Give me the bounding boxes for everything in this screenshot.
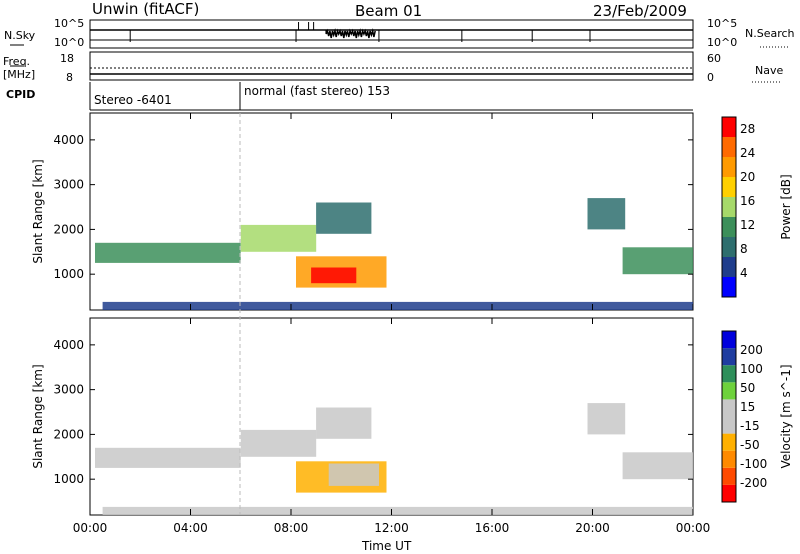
colorbar-segment-6 — [722, 157, 736, 177]
nsky-noise-trace — [325, 28, 376, 39]
colorbar-segment-3 — [722, 217, 736, 237]
nsearch-tick-top: 10^5 — [707, 17, 738, 30]
x-tick-label-2: 08:00 — [274, 521, 309, 535]
colorbar-tick-label-5: 24 — [740, 146, 755, 160]
nave-tick-top: 60 — [707, 52, 721, 65]
data-region-0 — [95, 447, 241, 468]
data-region-7 — [102, 506, 694, 515]
nsky-strip-frame — [89, 19, 694, 49]
data-region-4 — [311, 267, 357, 284]
nsky-tick-top: 10^5 — [54, 17, 85, 30]
freq-unit-label: [MHz] — [3, 68, 36, 81]
colorbar-frame — [721, 330, 737, 503]
data-region-4 — [328, 463, 379, 486]
cpid-segment-stereo: Stereo -6401 — [94, 93, 172, 107]
nsearch-label: N.Search — [745, 27, 795, 40]
y-tick-label-2: 3000 — [53, 178, 84, 192]
data-region-2 — [316, 202, 372, 234]
data-region-7 — [102, 301, 694, 310]
colorbar-tick-label-2: 50 — [740, 381, 755, 395]
data-region-5 — [587, 403, 626, 435]
y-tick-label-3: 4000 — [53, 133, 84, 147]
power-panel: 1000 2000 3000 4000 Slant Range [km] 4 8 12 16 20… — [31, 112, 793, 311]
x-axis-title: Time UT — [362, 539, 412, 553]
colorbar-segment-5 — [722, 399, 736, 417]
colorbar-tick-label-0: 4 — [740, 266, 748, 280]
colorbar-segment-1 — [722, 257, 736, 277]
date-title: 23/Feb/2009 — [593, 2, 687, 20]
cpid-label: CPID — [6, 88, 36, 101]
x-tick-label-4: 16:00 — [475, 521, 510, 535]
colorbar-segment-0 — [722, 277, 736, 297]
y-tick-label-1: 2000 — [53, 222, 84, 236]
nave-tick-bottom: 0 — [707, 71, 714, 84]
colorbar-tick-label-1: 100 — [740, 362, 763, 376]
colorbar-segment-2 — [722, 237, 736, 257]
x-tick-label-6: 00:00 — [676, 521, 711, 535]
velocity-panel: 1000 2000 3000 4000 00:00 04:00 08:00 12:00 16:0… — [31, 317, 793, 535]
y-tick-label-0: 1000 — [53, 472, 84, 486]
colorbar-segment-4 — [722, 197, 736, 217]
colorbar-label: Velocity [m s^-1] — [779, 364, 793, 468]
data-region-1 — [240, 224, 317, 252]
y-tick-label-0: 1000 — [53, 267, 84, 281]
colorbar-segment-3 — [722, 433, 736, 451]
cpid-segment-normal: normal (fast stereo) 153 — [244, 84, 391, 98]
colorbar-tick-label-5: -50 — [740, 438, 760, 452]
y-axis-label: Slant Range [km] — [31, 364, 45, 468]
freq-tick-top: 18 — [60, 52, 74, 65]
colorbar-segment-7 — [722, 137, 736, 157]
nsearch-tick-bottom: 10^0 — [707, 36, 738, 49]
colorbar-segment-1 — [722, 467, 736, 485]
data-region-6 — [622, 452, 693, 480]
colorbar-frame — [721, 116, 737, 298]
colorbar-tick-label-1: 8 — [740, 242, 748, 256]
colorbar-tick-label-6: 28 — [740, 122, 755, 136]
data-region-5 — [587, 198, 626, 230]
data-region-6 — [622, 247, 693, 275]
y-axis-label: Slant Range [km] — [31, 159, 45, 263]
colorbar-segment-5 — [722, 177, 736, 197]
freq-strip-frame — [89, 51, 694, 81]
freq-tick-bottom: 8 — [66, 71, 73, 84]
x-tick-label-0: 00:00 — [73, 521, 108, 535]
data-region-0 — [95, 242, 241, 263]
colorbar-segment-4 — [722, 416, 736, 434]
data-region-1 — [240, 429, 317, 457]
strip-traces — [90, 22, 693, 75]
nave-label: Nave — [755, 64, 784, 77]
colorbar-segment-7 — [722, 365, 736, 383]
colorbar-segment-2 — [722, 450, 736, 468]
colorbar-segment-8 — [722, 348, 736, 366]
station-title: Unwin (fitACF) — [92, 0, 200, 18]
colorbar-segment-8 — [722, 117, 736, 137]
nsky-tick-bottom: 10^0 — [54, 36, 85, 49]
colorbar-segment-6 — [722, 382, 736, 400]
y-tick-label-3: 4000 — [53, 338, 84, 352]
beam-title: Beam 01 — [355, 2, 423, 20]
data-region-2 — [316, 407, 372, 439]
colorbar-tick-label-4: -15 — [740, 419, 760, 433]
freq-label: Freq. — [3, 55, 31, 68]
x-tick-label-1: 04:00 — [173, 521, 208, 535]
x-tick-label-3: 12:00 — [374, 521, 409, 535]
nsky-label: N.Sky — [4, 29, 36, 42]
colorbar-tick-label-4: 20 — [740, 170, 755, 184]
x-tick-label-5: 20:00 — [575, 521, 610, 535]
colorbar-tick-label-3: 15 — [740, 400, 755, 414]
colorbar-segment-9 — [722, 331, 736, 349]
colorbar-tick-label-2: 12 — [740, 218, 755, 232]
colorbar-segment-0 — [722, 484, 736, 502]
colorbar-tick-label-7: -200 — [740, 476, 767, 490]
colorbar-tick-label-0: 200 — [740, 343, 763, 357]
y-tick-label-2: 3000 — [53, 383, 84, 397]
colorbar-label: Power [dB] — [779, 174, 793, 239]
colorbar-tick-label-3: 16 — [740, 194, 755, 208]
colorbar-tick-label-6: -100 — [740, 457, 767, 471]
y-tick-label-1: 2000 — [53, 427, 84, 441]
